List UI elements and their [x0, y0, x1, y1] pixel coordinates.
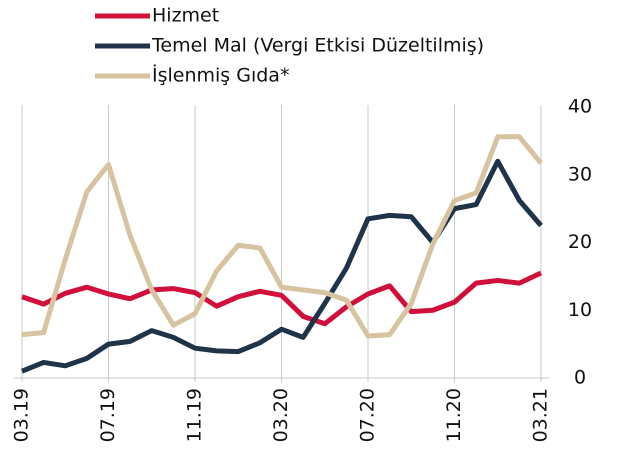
series-line — [21, 134, 543, 339]
x-tick-label: 11.20 — [443, 388, 465, 442]
x-tick-label: 11.19 — [184, 388, 206, 442]
y-tick-label: 10 — [568, 299, 592, 321]
y-tick-label: 20 — [568, 231, 592, 253]
series-line — [21, 158, 543, 374]
y-tick-label: 30 — [568, 163, 592, 185]
x-tick-label: 07.20 — [357, 388, 379, 442]
legend-label: İşlenmiş Gıda* — [152, 64, 289, 87]
legend-label: Temel Mal (Vergi Etkisi Düzeltilmiş) — [151, 35, 484, 57]
x-tick-label: 03.20 — [270, 388, 292, 442]
x-tick-label: 03.21 — [530, 388, 552, 442]
y-tick-label: 0 — [574, 367, 586, 389]
legend-label: Hizmet — [152, 5, 219, 27]
series-line — [21, 270, 543, 327]
x-tick-label: 07.19 — [97, 388, 119, 442]
y-tick-label: 40 — [568, 96, 592, 118]
x-tick-label: 03.19 — [11, 388, 33, 442]
